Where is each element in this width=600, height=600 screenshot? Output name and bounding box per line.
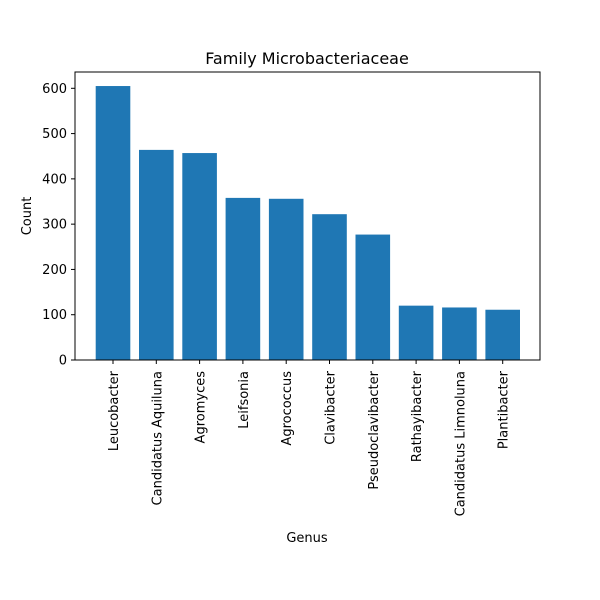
- x-tick-label: Agrococcus: [280, 371, 295, 446]
- bar-leifsonia: [225, 197, 261, 360]
- x-tick-label: Leifsonia: [237, 371, 252, 429]
- bar-pseudoclavibacter: [355, 234, 391, 360]
- bar-plantibacter: [485, 309, 520, 360]
- bar-candidatus-aquiluna: [139, 149, 174, 360]
- x-tick-label: Plantibacter: [497, 370, 512, 449]
- y-tick-label: 0: [59, 354, 67, 369]
- y-axis-label: Count: [20, 197, 35, 236]
- x-tick-label: Pseudoclavibacter: [367, 370, 382, 489]
- x-axis-label: Genus: [286, 531, 328, 546]
- x-tick-label: Agromyces: [194, 371, 209, 444]
- plot-frame: [74, 71, 541, 361]
- bar-rathayibacter: [398, 305, 434, 360]
- y-tick-label: 400: [42, 172, 67, 187]
- x-tick-label: Candidatus Limnoluna: [453, 371, 468, 516]
- y-tick-label: 500: [42, 127, 67, 142]
- bars-group: [95, 86, 520, 361]
- x-tick-label: Candidatus Aquiluna: [150, 371, 165, 505]
- x-tick-label: Leucobacter: [107, 370, 122, 451]
- y-tick-label: 200: [42, 263, 67, 278]
- y-tick-label: 600: [42, 82, 67, 97]
- x-tick-label: Rathayibacter: [410, 370, 425, 462]
- y-tick-label: 300: [42, 218, 67, 233]
- bar-leucobacter: [95, 86, 131, 361]
- chart-title: Family Microbacteriaceae: [205, 49, 409, 68]
- bar-agromyces: [182, 153, 217, 360]
- x-axis: Leucobacter Candidatus Aquiluna Agromyces L…: [107, 360, 512, 516]
- y-axis: 0 100 200 300 400 500 600: [42, 82, 75, 369]
- x-tick-label: Clavibacter: [324, 370, 339, 444]
- bar-clavibacter: [312, 214, 347, 360]
- y-tick-label: 100: [42, 308, 67, 323]
- bar-candidatus-limnoluna: [442, 307, 477, 360]
- bar-agrococcus: [268, 198, 304, 360]
